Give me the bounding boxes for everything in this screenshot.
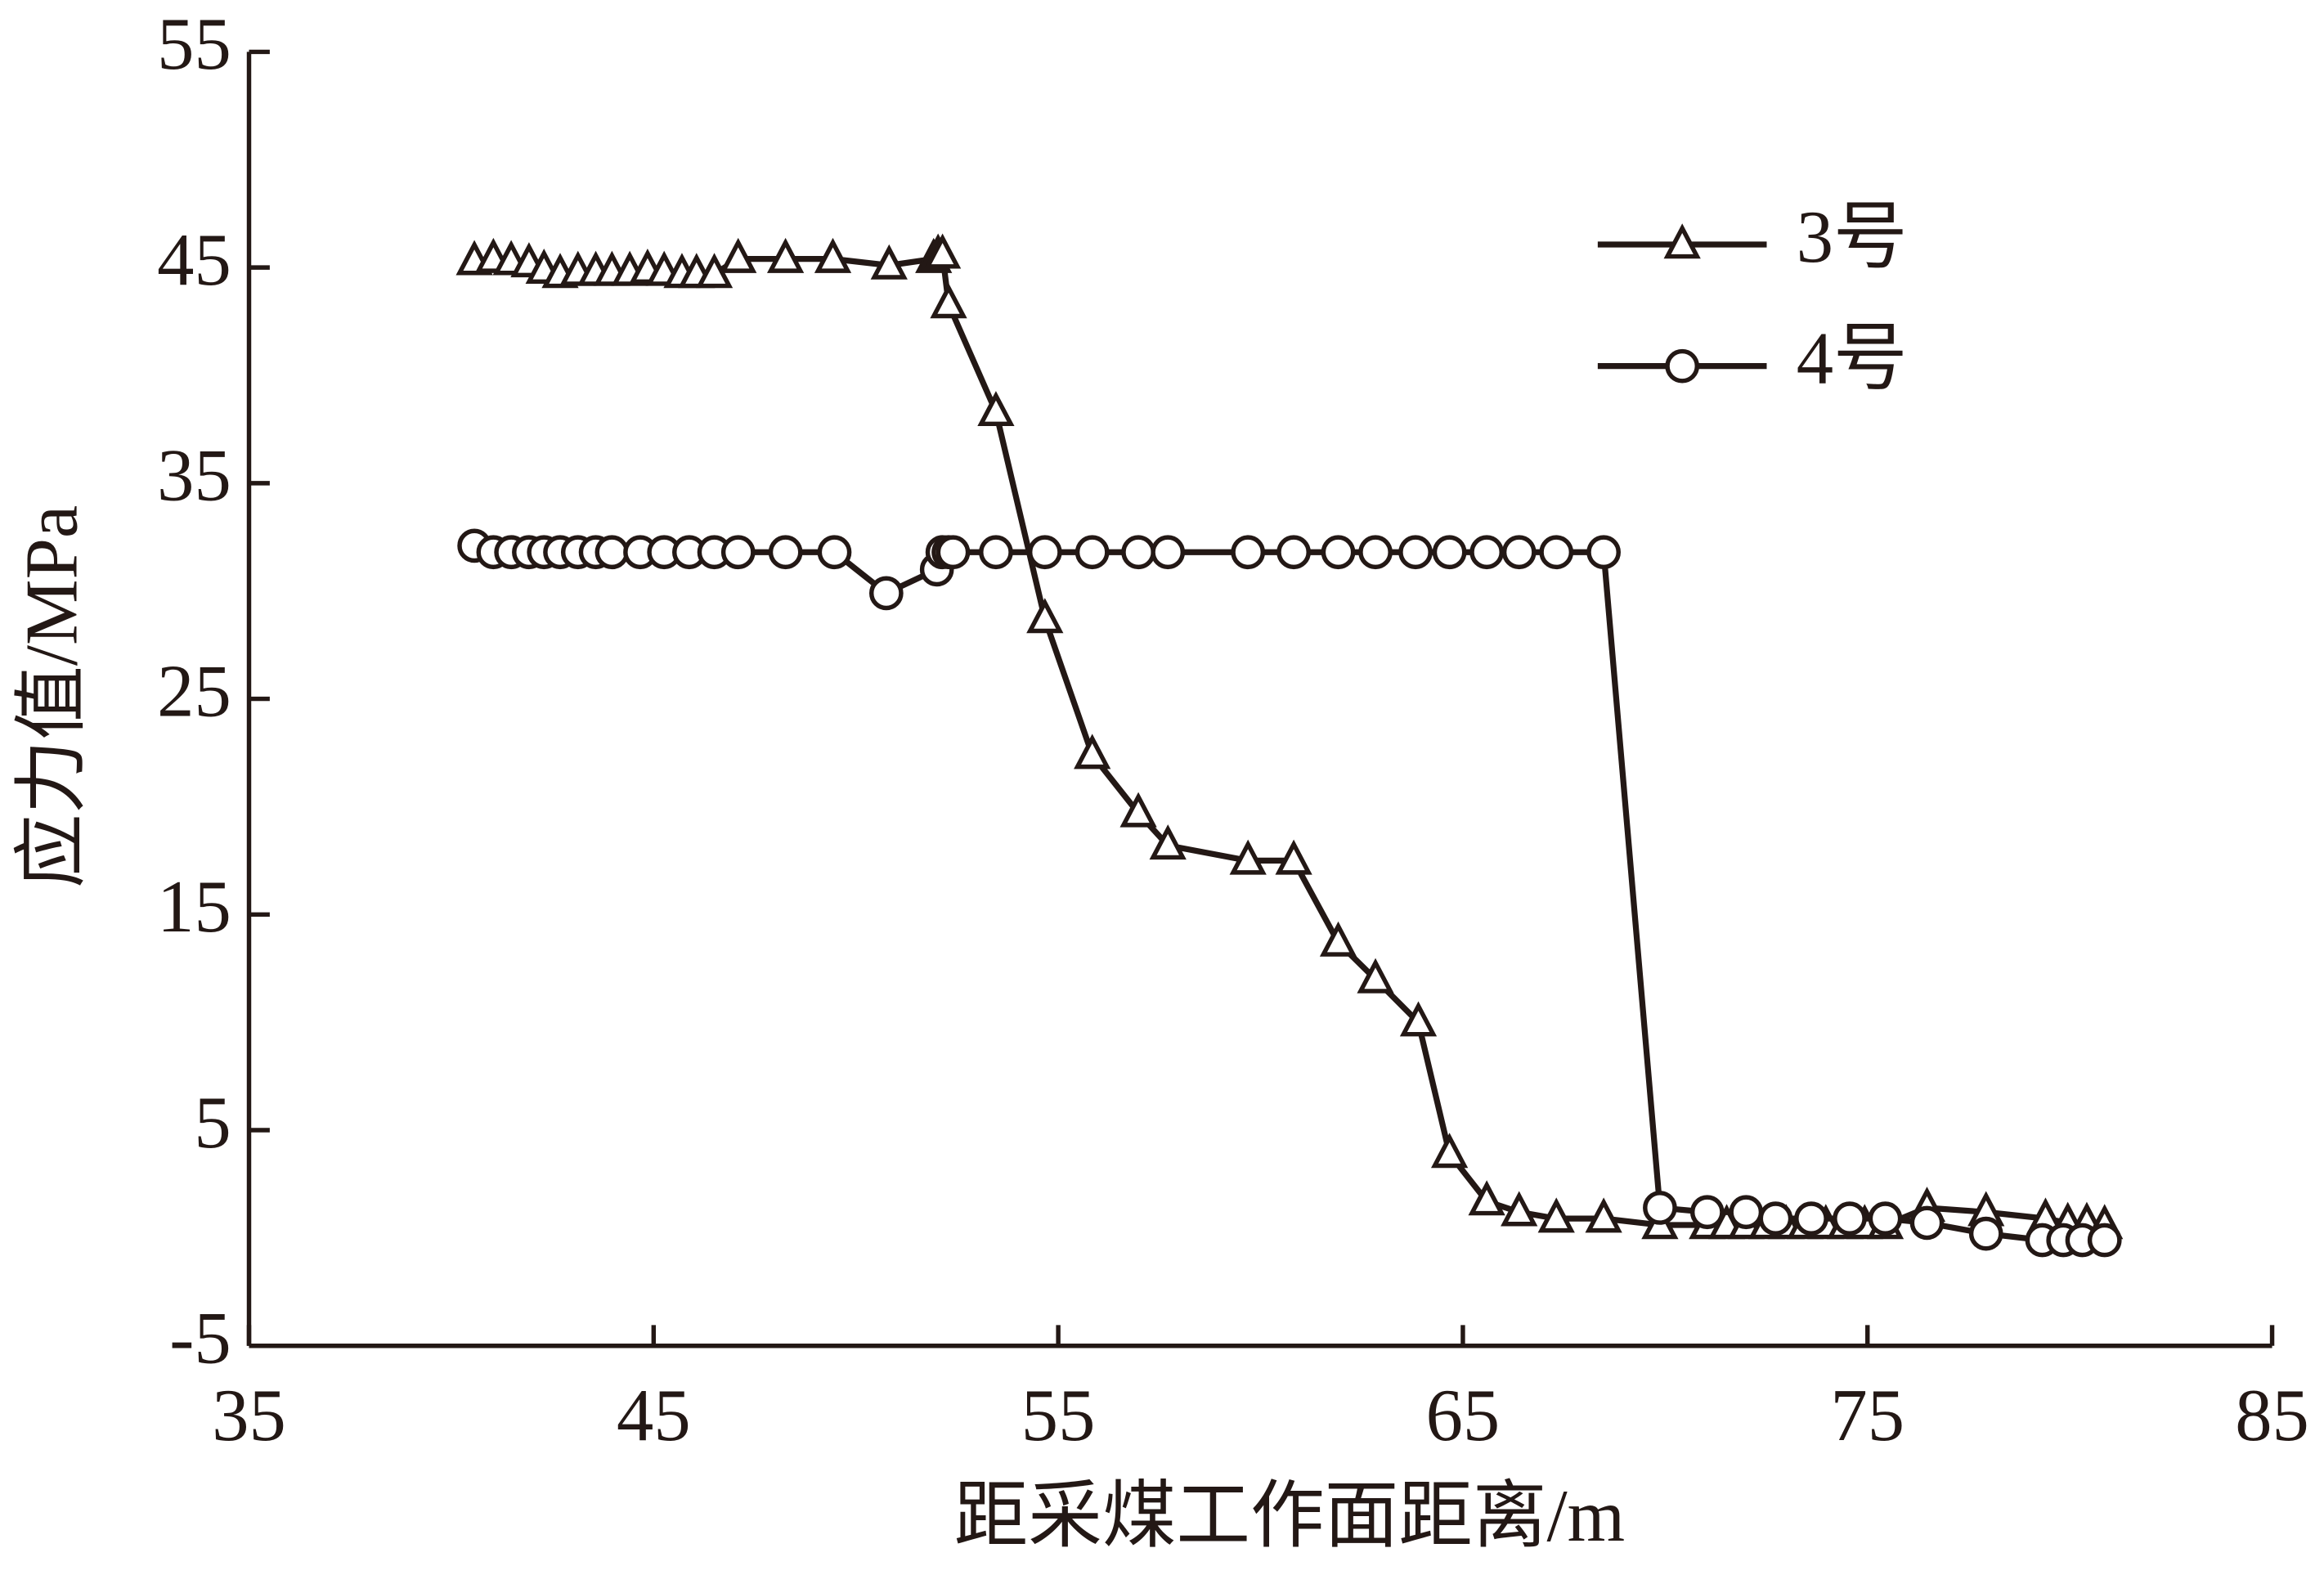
data-point bbox=[1231, 535, 1266, 570]
x-axis-label: 距采煤工作面距离/m bbox=[954, 1474, 1626, 1557]
legend-marker bbox=[1663, 223, 1701, 259]
legend-label: 3号 bbox=[1797, 195, 1908, 278]
data-point bbox=[1074, 734, 1111, 770]
data-point bbox=[1357, 958, 1394, 994]
data-point bbox=[1586, 535, 1621, 570]
data-point bbox=[1468, 1180, 1505, 1216]
data-point bbox=[1276, 535, 1311, 570]
data-point bbox=[1501, 1191, 1538, 1227]
data-point bbox=[1398, 535, 1433, 570]
data-point bbox=[1358, 535, 1393, 570]
data-point bbox=[594, 535, 630, 570]
data-point bbox=[1643, 1191, 1677, 1225]
x-tick-label: 55 bbox=[1021, 1374, 1096, 1456]
y-tick-label: 15 bbox=[157, 865, 231, 948]
data-point bbox=[1119, 792, 1157, 828]
data-point bbox=[1229, 839, 1267, 875]
data-point bbox=[930, 283, 967, 319]
data-point bbox=[768, 535, 803, 570]
data-point bbox=[1689, 1195, 1725, 1230]
y-tick-label: 35 bbox=[157, 434, 231, 517]
y-tick-label: 55 bbox=[157, 2, 231, 85]
data-point bbox=[870, 244, 908, 280]
data-point bbox=[1149, 824, 1187, 860]
data-point bbox=[1075, 535, 1110, 570]
data-point bbox=[1501, 535, 1537, 570]
data-point bbox=[1121, 535, 1155, 570]
data-point bbox=[1537, 1197, 1575, 1233]
data-point bbox=[1585, 1197, 1622, 1233]
data-point bbox=[1319, 921, 1357, 957]
x-tick-label: 35 bbox=[212, 1374, 286, 1456]
data-point bbox=[1399, 1001, 1438, 1037]
data-point bbox=[1968, 1216, 2003, 1251]
legend-marker bbox=[1665, 348, 1700, 384]
x-tick-label: 45 bbox=[617, 1374, 691, 1456]
data-point bbox=[1027, 535, 1062, 570]
data-point bbox=[1275, 839, 1312, 875]
x-tick-label: 75 bbox=[1830, 1374, 1905, 1456]
data-point bbox=[766, 237, 805, 273]
y-tick-label: 25 bbox=[157, 649, 231, 732]
data-point bbox=[1430, 1133, 1469, 1169]
data-point bbox=[1833, 1201, 1867, 1236]
data-point bbox=[1432, 535, 1467, 570]
series-line bbox=[473, 251, 2106, 1228]
data-point bbox=[720, 237, 757, 273]
data-point bbox=[1758, 1201, 1793, 1236]
legend-label: 4号 bbox=[1797, 316, 1908, 399]
y-tick-label: 5 bbox=[194, 1081, 231, 1164]
y-tick-label: 45 bbox=[157, 218, 231, 301]
data-point bbox=[935, 535, 971, 570]
series-line bbox=[473, 542, 2105, 1244]
x-tick-label: 85 bbox=[2235, 1374, 2309, 1456]
data-point bbox=[1868, 1201, 1903, 1236]
data-point bbox=[1794, 1201, 1828, 1236]
data-point bbox=[1151, 535, 1186, 570]
data-point bbox=[868, 576, 904, 611]
y-axis-label: 应力值/MPa bbox=[10, 505, 92, 888]
x-tick-label: 65 bbox=[1426, 1374, 1501, 1456]
data-point bbox=[923, 233, 962, 269]
data-point bbox=[1909, 1205, 1945, 1241]
data-point bbox=[977, 391, 1015, 427]
data-point bbox=[1729, 1195, 1764, 1230]
data-point bbox=[979, 535, 1013, 570]
data-point bbox=[2087, 1223, 2122, 1258]
data-point bbox=[720, 535, 756, 570]
y-tick-label: -5 bbox=[169, 1297, 231, 1380]
data-point bbox=[1539, 535, 1574, 570]
data-point bbox=[814, 237, 852, 273]
data-point bbox=[1026, 598, 1064, 634]
data-point bbox=[1321, 535, 1356, 570]
data-point bbox=[817, 535, 852, 570]
data-point bbox=[1469, 535, 1504, 570]
